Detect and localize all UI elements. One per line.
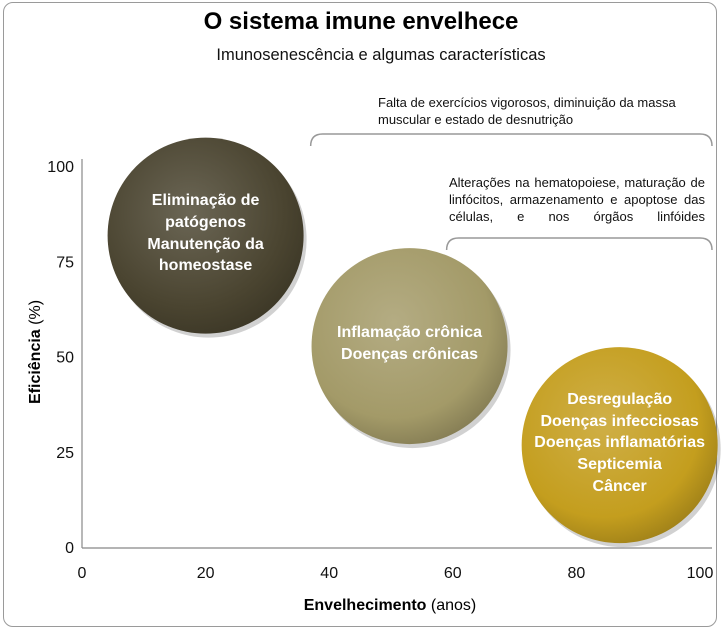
chart-subtitle: Imunosenescência e algumas característic…	[216, 46, 546, 64]
bubble-label-line: homeostase	[158, 257, 253, 275]
bubble-label-line: Manutenção da	[147, 235, 264, 253]
bubble-label: Desregulação Doenças infecciosas Doenças i…	[520, 389, 720, 497]
y-axis-label-unit: (%)	[27, 299, 44, 325]
annotation-bracket	[309, 133, 713, 147]
data-bubble	[107, 137, 304, 334]
bubble-label-line: Inflamação crônica	[337, 324, 482, 342]
y-tick-label: 100	[47, 159, 74, 176]
bubble-label-line: Septicemia	[577, 455, 662, 473]
bubble-label: Eliminação de patógenos Manutenção da homeo…	[106, 190, 306, 276]
x-tick-label: 60	[444, 565, 462, 582]
annotation-exercise: Falta de exercícios vigorosos, diminuiçã…	[378, 95, 676, 127]
x-axis-label: Envelhecimento (anos)	[0, 597, 722, 615]
x-tick-label: 0	[78, 565, 87, 582]
x-tick-label: 40	[320, 565, 338, 582]
bubble-label-line: Doenças crônicas	[341, 346, 478, 364]
data-bubble	[311, 248, 508, 445]
x-tick-label: 100	[687, 565, 714, 582]
data-bubble	[521, 347, 718, 544]
bubble-label: Inflamação crônica Doenças crônicas	[310, 322, 510, 365]
bubble-label-line: Doenças infecciosas	[540, 412, 699, 430]
bubble-label-line: patógenos	[165, 213, 247, 231]
y-axis-label-main: Eficiência	[27, 329, 44, 404]
annotation-hematopoiesis: Alterações na hematopoiese, maturação de…	[449, 175, 705, 224]
y-tick-label: 25	[56, 445, 74, 462]
x-axis-label-main: Envelhecimento	[303, 597, 427, 614]
y-tick-label: 50	[56, 350, 74, 367]
y-axis-label: Eficiência (%)	[27, 300, 45, 404]
y-tick-label: 0	[65, 540, 74, 557]
bubble-label-line: Câncer	[592, 477, 647, 495]
bubble-label-line: Eliminação de	[151, 192, 260, 210]
x-axis-label-unit: (anos)	[430, 597, 477, 614]
chart-title: O sistema imune envelhece	[203, 8, 519, 35]
x-tick-label: 80	[568, 565, 586, 582]
bubble-label-line: Desregulação	[567, 391, 673, 409]
x-tick-label: 20	[197, 565, 215, 582]
annotation-bracket	[445, 237, 713, 251]
bubble-label-line: Doenças inflamatórias	[534, 434, 706, 452]
y-tick-label: 75	[56, 254, 74, 271]
